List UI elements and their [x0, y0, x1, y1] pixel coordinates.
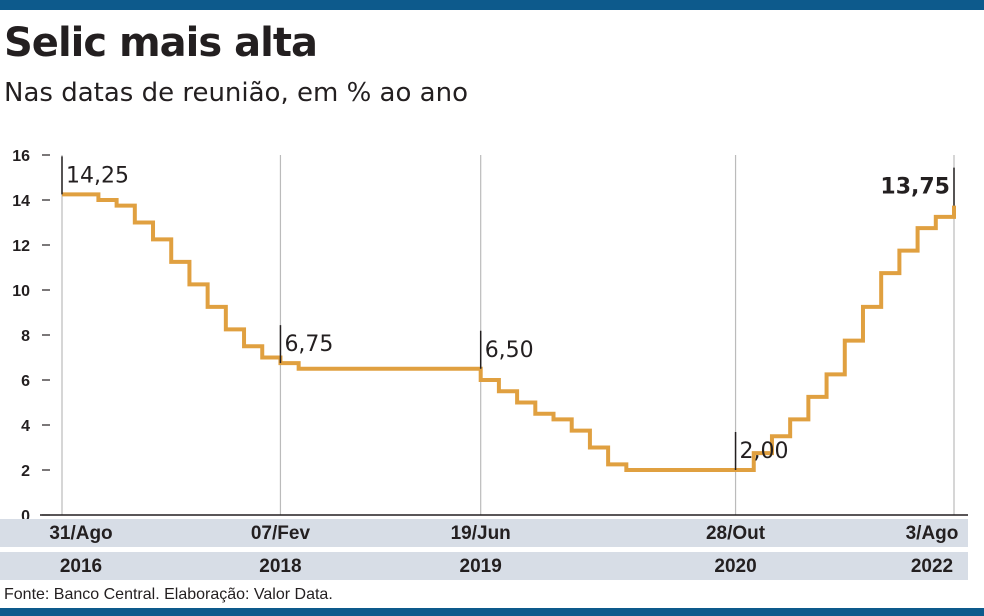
y-tick-label-6: 6 [21, 373, 30, 390]
y-tick-label-0: 0 [21, 508, 30, 520]
y-tick-label-8: 8 [21, 328, 30, 345]
source-note: Fonte: Banco Central. Elaboração: Valor … [4, 586, 333, 603]
series-line-selic [62, 192, 956, 472]
x-axis-band-dates [0, 519, 968, 547]
x-axis-bands: 31/Ago 2016 07/Fev 2018 19/Jun 2019 28/Out 2020… [0, 519, 968, 580]
annotation-label-3: 2,00 [740, 439, 789, 464]
x-label-date-3: 28/Out [705, 523, 766, 544]
y-tick-label-16: 16 [12, 148, 30, 165]
annotation-layer: 14,25 6,75 6,50 2,00 13,75 [61, 156, 955, 470]
x-label-year-2: 2019 [459, 556, 502, 577]
annotation-label-4: 13,75 [880, 175, 950, 200]
y-tick-label-4: 4 [21, 418, 30, 435]
x-label-year-3: 2020 [714, 556, 757, 577]
x-label-year-4: 2022 [910, 556, 954, 577]
chart-title: Selic mais alta [4, 20, 318, 66]
grid-layer [61, 155, 955, 515]
y-tick-label-14: 14 [12, 193, 30, 210]
series-layer [61, 192, 956, 472]
y-tick-label-12: 12 [12, 238, 30, 255]
x-label-date-0: 31/Ago [49, 523, 113, 544]
y-tick-label-2: 2 [21, 463, 30, 480]
x-label-date-4: 3/Ago [905, 523, 959, 544]
axis-layer: 0 2 4 6 8 10 12 14 16 [12, 148, 968, 520]
x-label-date-2: 19/Jun [450, 523, 511, 544]
annotation-label-1: 6,75 [284, 332, 333, 357]
y-tick-label-10: 10 [12, 283, 30, 300]
top-accent-bar [0, 0, 984, 10]
annotation-label-0: 14,25 [66, 163, 129, 188]
x-label-year-1: 2018 [259, 556, 302, 577]
x-axis-band-years [0, 552, 968, 580]
x-label-date-1: 07/Fev [250, 523, 311, 544]
chart-plot: 0 2 4 6 8 10 12 14 16 14,25 6,75 6,50 2,00 13,75 [12, 148, 968, 520]
x-label-year-0: 2016 [59, 556, 103, 577]
bottom-accent-bar [0, 608, 984, 616]
chart-subtitle: Nas datas de reunião, em % ao ano [4, 78, 468, 108]
annotation-label-2: 6,50 [485, 338, 534, 363]
